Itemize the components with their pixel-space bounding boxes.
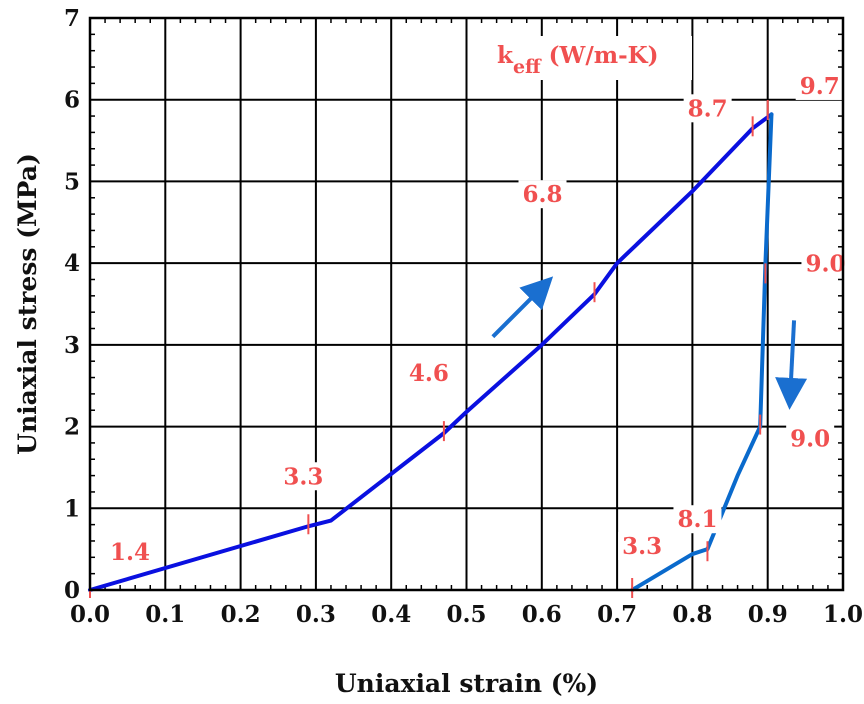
legend-title: keff (W/m-K) xyxy=(497,42,659,78)
kappa-annotation: 9.0 xyxy=(805,250,845,277)
x-tick-label: 1.0 xyxy=(823,601,863,628)
annotation-bg xyxy=(786,424,835,453)
tick-labels: 0.0 0.1 0.2 0.3 0.4 0.5 0.6 0.7 0.8 0.9 1.0 0 1 2 3 4 5 6… xyxy=(64,5,863,628)
loading-arrow xyxy=(491,276,554,339)
x-tick-label: 0.1 xyxy=(145,601,185,628)
annotation-bg xyxy=(683,94,732,123)
x-tick-label: 0.9 xyxy=(748,601,788,628)
kappa-markers xyxy=(89,99,769,598)
kappa-annotation: 1.4 xyxy=(110,539,150,566)
legend-title-sub: eff xyxy=(513,56,542,78)
x-tick-label: 0.0 xyxy=(70,601,110,628)
kappa-annotations: 1.4 3.3 4.6 6.8 8.7 9.7 9.0 9.0 8.1 3.3 xyxy=(106,71,850,566)
legend-title-base: k xyxy=(497,42,514,69)
annotation-bg xyxy=(518,180,567,209)
kappa-annotation: 4.6 xyxy=(409,360,449,387)
y-tick-label: 0 xyxy=(64,577,80,604)
y-tick-label: 6 xyxy=(64,87,80,114)
x-tick-label: 0.2 xyxy=(221,601,261,628)
y-axis-label: Uniaxial stress (MPa) xyxy=(13,153,42,455)
y-tick-label: 5 xyxy=(64,168,80,195)
y-tick-label: 3 xyxy=(64,332,80,359)
kappa-annotation: 3.3 xyxy=(622,533,662,560)
legend-title-unit: (W/m-K) xyxy=(541,42,659,69)
y-tick-label: 7 xyxy=(64,5,80,32)
kappa-annotation: 9.0 xyxy=(790,426,830,453)
kappa-annotation: 8.7 xyxy=(688,95,728,122)
unloading-curve xyxy=(630,112,774,592)
y-tick-label: 2 xyxy=(64,414,80,441)
x-tick-label: 0.6 xyxy=(522,601,562,628)
annotation-bg xyxy=(279,462,328,491)
kappa-annotation: 6.8 xyxy=(523,181,563,208)
annotation-bg xyxy=(801,249,850,278)
annotation-bg xyxy=(404,359,453,388)
direction-arrows xyxy=(491,276,808,410)
x-tick-label: 0.7 xyxy=(597,601,637,628)
annotation-bg xyxy=(673,505,722,534)
kappa-annotation: 8.1 xyxy=(677,506,717,533)
loading-curve xyxy=(88,112,774,592)
annotation-bg xyxy=(618,532,667,560)
kappa-annotation: 9.7 xyxy=(800,73,840,100)
chart-series xyxy=(88,112,774,592)
y-tick-label: 1 xyxy=(64,495,80,522)
y-tick-label: 4 xyxy=(64,250,80,277)
x-axis-label: Uniaxial strain (%) xyxy=(335,669,598,698)
annotation-bg xyxy=(106,538,154,566)
kappa-annotation: 3.3 xyxy=(283,463,323,490)
annotation-bg xyxy=(795,71,844,100)
x-tick-label: 0.5 xyxy=(446,601,486,628)
x-tick-label: 0.8 xyxy=(672,601,712,628)
x-tick-label: 0.3 xyxy=(296,601,336,628)
plot-frame xyxy=(88,16,845,592)
x-tick-label: 0.4 xyxy=(371,601,411,628)
legend-title-bg xyxy=(492,36,692,80)
unloading-arrow xyxy=(775,320,808,410)
